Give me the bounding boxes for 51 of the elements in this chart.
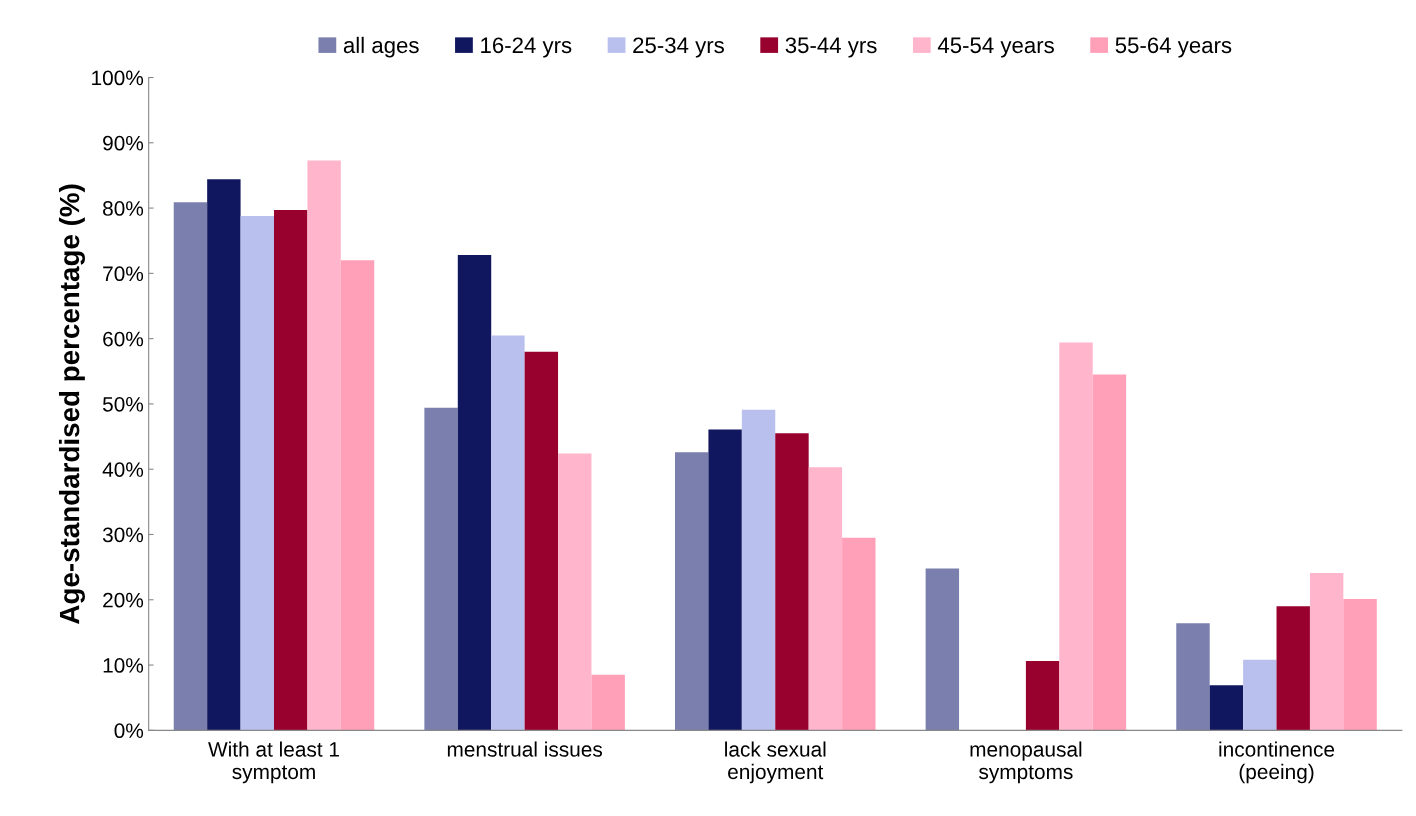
y-tick-label: 100% bbox=[92, 70, 144, 86]
bar bbox=[1243, 659, 1277, 731]
bar bbox=[1059, 342, 1093, 731]
bar bbox=[307, 160, 341, 731]
bar bbox=[675, 452, 709, 731]
bar bbox=[491, 335, 525, 731]
bar bbox=[708, 429, 742, 731]
x-tick-label: menstrual issues bbox=[447, 741, 603, 757]
y-tick-label: 70% bbox=[103, 266, 144, 282]
bar bbox=[591, 674, 625, 731]
y-tick-label: 10% bbox=[103, 658, 144, 673]
x-tick-label: lack sexual enjoyment bbox=[725, 741, 826, 784]
y-tick-label: 90% bbox=[103, 135, 144, 151]
legend-label: 25-34 yrs bbox=[633, 37, 724, 58]
bar bbox=[1092, 374, 1127, 731]
y-tick-label: 40% bbox=[102, 462, 144, 477]
bar bbox=[1025, 661, 1060, 731]
bar bbox=[1309, 573, 1344, 731]
bar bbox=[1176, 623, 1210, 731]
y-tick-label: 80% bbox=[103, 201, 144, 216]
x-tick-label: incontinence (peeing) bbox=[1219, 741, 1335, 784]
x-tick-label: menopausal symptoms bbox=[970, 741, 1082, 784]
bar bbox=[558, 453, 592, 731]
bar bbox=[240, 215, 274, 731]
legend-label: 55-64 years bbox=[1115, 37, 1232, 58]
y-tick-label: 0% bbox=[114, 723, 144, 739]
y-tick-label: 30% bbox=[102, 527, 144, 543]
bar bbox=[1276, 606, 1310, 731]
y-axis-title: Age-standardised percentage (%) bbox=[58, 184, 85, 624]
bar bbox=[524, 351, 559, 731]
bar bbox=[775, 433, 809, 731]
legend-label: 16-24 yrs bbox=[481, 37, 572, 58]
y-tick-label: 60% bbox=[103, 331, 144, 347]
legend-label: 45-54 years bbox=[937, 37, 1054, 58]
bar bbox=[424, 407, 458, 731]
bar bbox=[808, 467, 843, 731]
bar bbox=[925, 568, 960, 731]
bar bbox=[274, 210, 308, 731]
bar bbox=[207, 179, 241, 731]
bar bbox=[1209, 685, 1244, 731]
bar bbox=[842, 537, 876, 731]
x-tick-label: With at least 1 symptom bbox=[208, 741, 339, 784]
bar bbox=[741, 409, 776, 731]
y-tick-label: 50% bbox=[102, 396, 144, 412]
legend-label: 35-44 yrs bbox=[785, 37, 877, 58]
bar bbox=[340, 260, 375, 731]
bar bbox=[457, 255, 492, 731]
legend-label: all ages bbox=[343, 36, 419, 58]
bar bbox=[173, 202, 208, 731]
bar bbox=[1343, 599, 1377, 731]
y-tick-label: 20% bbox=[103, 592, 144, 608]
